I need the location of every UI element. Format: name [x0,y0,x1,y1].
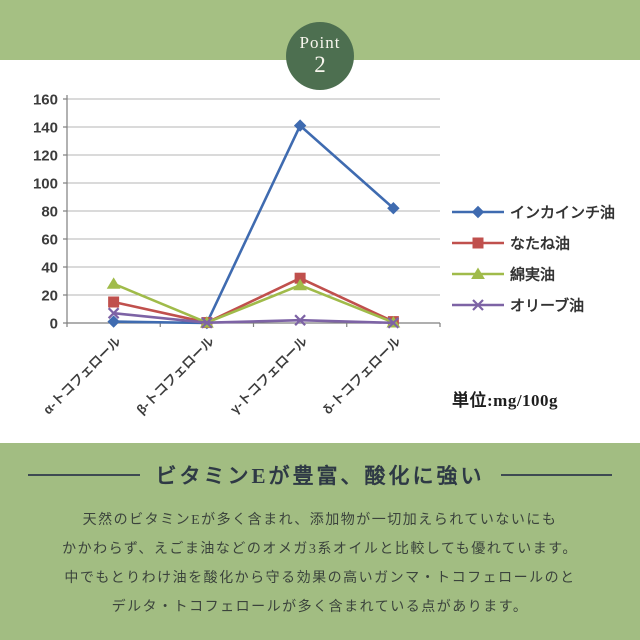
heading-row: ビタミンEが豊富、酸化に強い [28,460,613,490]
paragraph-line: デルタ・トコフェロールが多く含まれている点があります。 [111,600,529,615]
svg-text:綿実油: 綿実油 [510,266,555,284]
svg-text:20: 20 [41,288,58,305]
svg-text:β-トコフェロール: β-トコフェロール [133,334,217,418]
svg-text:80: 80 [41,204,58,221]
point-badge-number: 2 [314,52,326,78]
paragraph-line: 中でもとりわけ油を酸化から守る効果の高いガンマ・トコフェロールのと [64,571,576,586]
vitamin-e-line-chart: 0 20 40 60 80 100 120 140 160 α-トコフェロール β-トコフェロール γ… [20,88,620,438]
svg-text:0: 0 [50,316,58,333]
point-badge: Point 2 [286,22,354,90]
info-section: ビタミンEが豊富、酸化に強い 天然のビタミンEが多く含まれ、添加物が一切加えられ… [0,443,640,640]
svg-text:なたね油: なたね油 [510,235,570,253]
svg-text:γ-トコフェロール: γ-トコフェロール [227,334,310,417]
heading-rule-left [28,474,140,476]
paragraph-line: かかわらず、えごま油などのオメガ3系オイルと比較しても優れています。 [62,542,578,557]
svg-text:α-トコフェロール: α-トコフェロール [40,334,124,418]
unit-label: 単位:mg/100g [452,391,559,410]
svg-text:オリーブ油: オリーブ油 [510,297,584,315]
svg-text:160: 160 [33,92,58,109]
info-heading: ビタミンEが豊富、酸化に強い [155,464,485,488]
paragraph-line: 天然のビタミンEが多く含まれ、添加物が一切加えられていないにも [82,513,558,528]
point-badge-label: Point [299,33,341,53]
svg-text:40: 40 [41,260,58,277]
chart-canvas: 0 20 40 60 80 100 120 140 160 α-トコフェロール β-トコフェロール γ… [33,92,615,418]
svg-text:インカインチ油: インカインチ油 [510,204,615,222]
info-paragraph: 天然のビタミンEが多く含まれ、添加物が一切加えられていないにも かかわらず、えご… [0,506,640,622]
svg-text:δ-トコフェロール: δ-トコフェロール [320,334,404,418]
heading-rule-right [500,474,613,476]
svg-text:60: 60 [41,232,58,249]
svg-text:100: 100 [33,176,58,193]
svg-text:120: 120 [33,148,58,165]
svg-text:140: 140 [33,120,58,137]
